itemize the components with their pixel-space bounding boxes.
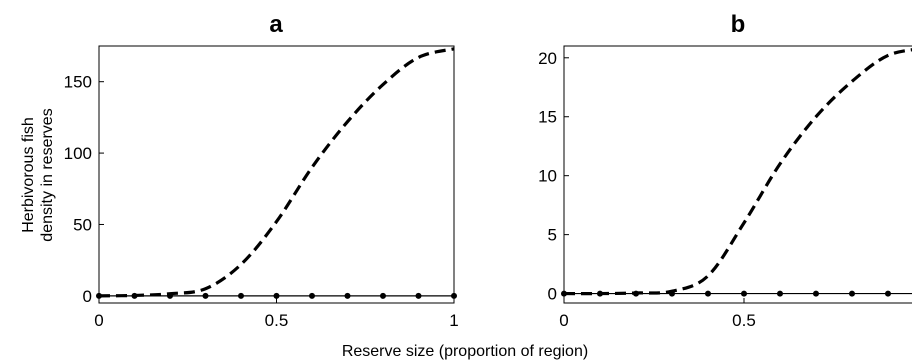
panel-a-y-tick-label: 0: [83, 287, 92, 306]
panel-a-series-point: [451, 292, 457, 299]
panel-b-y-tick-label: 15: [538, 108, 557, 127]
panel-b-series-point: [849, 290, 855, 297]
y-axis-label-line-2: density in reserves: [39, 108, 56, 241]
panel-b-axes-frame: [563, 45, 912, 304]
panel-b-series-point: [561, 290, 567, 297]
panel-a: a Herbivorous fish density in reserves 0…: [20, 11, 459, 330]
panel-b-series-point: [669, 290, 675, 297]
panel-a-series-point: [415, 292, 422, 299]
panel-b-series: [561, 48, 912, 297]
panel-b-series-point: [813, 290, 819, 297]
panel-a-series-point: [131, 292, 138, 299]
panel-a-title: a: [269, 11, 283, 38]
panel-a-series-point: [273, 292, 280, 299]
panel-b-ticks: 00.5105101520: [538, 49, 756, 330]
panel-a-y-tick-label: 100: [64, 144, 92, 163]
panel-a-series-point: [202, 292, 209, 299]
panel-a-series-point: [96, 292, 102, 299]
panel-b-dashed-series-line: [563, 48, 912, 296]
panel-b-y-tick-label: 20: [538, 49, 557, 68]
panel-a-x-tick-label: 0: [94, 311, 103, 330]
panel-a-series-point: [309, 292, 315, 299]
panel-b-x-tick-label: 0.5: [732, 311, 756, 330]
panel-b-series-point: [885, 290, 891, 297]
panel-b-series-point: [741, 290, 747, 297]
panel-b-series-point: [705, 290, 711, 297]
panel-a-series: [96, 47, 457, 299]
panel-a-y-tick-label: 50: [73, 215, 92, 234]
panel-a-series-point: [344, 292, 351, 299]
panel-a-series-point: [167, 292, 173, 299]
x-axis-label: Reserve size (proportion of region): [342, 343, 588, 360]
panel-b-title: b: [731, 11, 746, 38]
panel-a-axes-frame: [98, 45, 455, 304]
panel-b-series-point: [777, 290, 783, 297]
panel-b-series-point: [597, 290, 603, 297]
panel-b: b 00.5105101520: [538, 11, 912, 330]
panel-b-series-point: [633, 290, 639, 297]
panel-a-x-tick-label: 1: [449, 311, 458, 330]
panel-b-y-tick-label: 10: [538, 167, 557, 186]
panel-b-x-tick-label: 0: [559, 311, 568, 330]
panel-b-y-tick-label: 0: [548, 285, 557, 304]
panel-a-ticks: 0 0.5 1 0 50 100 150: [64, 73, 459, 330]
panel-b-y-tick-label: 5: [548, 226, 557, 245]
y-axis-label-line-1: Herbivorous fish: [20, 117, 37, 233]
panel-a-series-point: [238, 292, 244, 299]
panel-a-x-tick-label: 0.5: [265, 311, 289, 330]
panel-a-y-tick-label: 150: [64, 73, 92, 92]
panel-a-dashed-series-line: [98, 47, 455, 298]
panel-a-series-point: [380, 292, 386, 299]
